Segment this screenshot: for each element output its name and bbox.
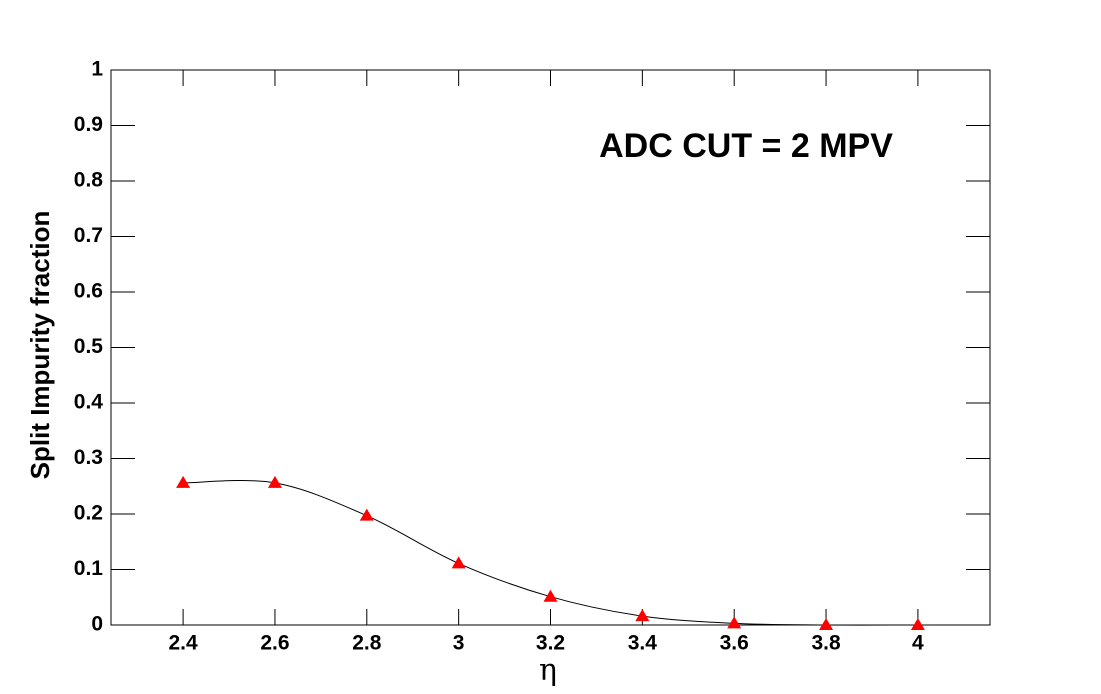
marker (176, 475, 191, 488)
marker (727, 616, 742, 629)
annotation: ADC CUT = 2 MPV (599, 127, 893, 165)
y-tick-label: 0.6 (74, 280, 103, 303)
marker (451, 556, 466, 569)
marker (910, 618, 925, 630)
marker (543, 589, 558, 602)
y-tick-label: 0.7 (74, 224, 103, 247)
marker (267, 475, 282, 488)
marker (359, 508, 374, 521)
marker (819, 618, 834, 630)
x-tick-label: 2.8 (352, 632, 382, 655)
y-tick-label: 0.4 (74, 391, 104, 414)
y-tick-label: 0.8 (74, 169, 104, 192)
y-tick-label: 1 (91, 58, 103, 81)
x-tick-label: 2.6 (260, 632, 289, 655)
y-tick-label: 0.5 (74, 335, 104, 358)
x-axis-label: η (539, 653, 557, 688)
x-tick-label: 2.4 (169, 632, 199, 655)
y-tick-label: 0.3 (74, 446, 103, 469)
marker (635, 609, 650, 622)
y-tick-label: 0.2 (74, 502, 103, 525)
y-axis-label: Split Impurity fraction (25, 211, 55, 480)
x-tick-label: 3.8 (811, 632, 841, 655)
series-line (183, 480, 918, 626)
x-tick-label: 3.2 (536, 632, 565, 655)
x-tick-label: 3 (453, 632, 465, 655)
x-tick-label: 4 (912, 632, 924, 655)
x-tick-label: 3.4 (628, 632, 658, 655)
x-tick-label: 3.6 (720, 632, 749, 655)
y-tick-label: 0 (91, 613, 103, 636)
y-tick-label: 0.1 (74, 557, 104, 580)
y-tick-label: 0.9 (74, 113, 103, 136)
